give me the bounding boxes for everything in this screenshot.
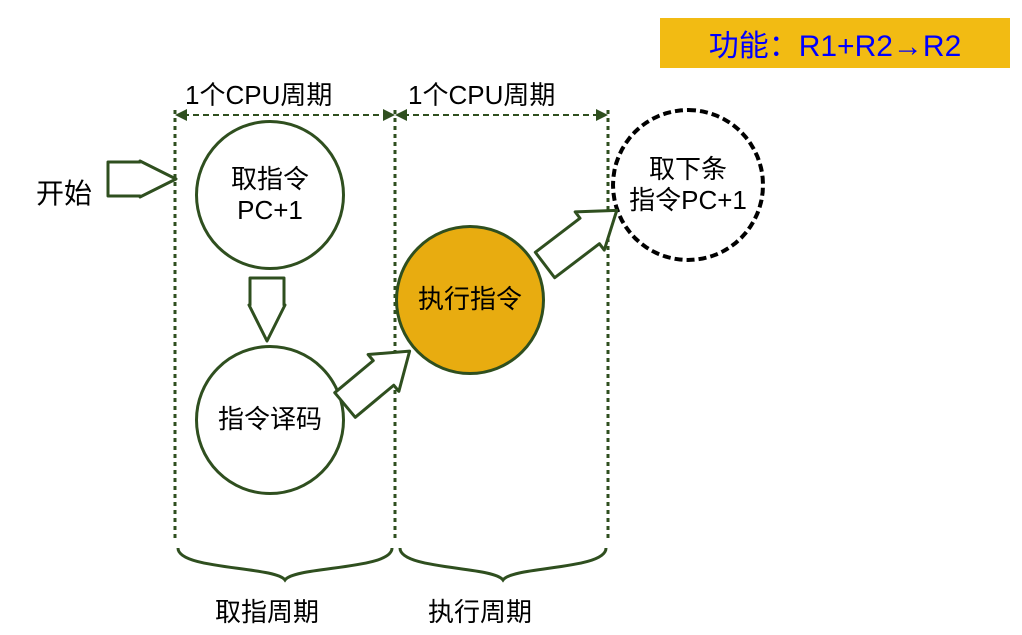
node-exec: 执行指令 xyxy=(395,225,545,375)
top-label-left: 1个CPU周期 xyxy=(185,75,332,112)
node-decode-line1: 指令译码 xyxy=(218,404,322,435)
node-fetch-line2: PC+1 xyxy=(231,195,309,226)
function-banner-text: 功能：R1+R2→R2 xyxy=(709,21,962,65)
function-banner: 功能：R1+R2→R2 xyxy=(660,18,1010,68)
diagram-stage: 功能：R1+R2→R2 1个CPU周期 1个CPU周期 开始 取指令 PC+1 … xyxy=(0,0,1022,635)
node-fetch: 取指令 PC+1 xyxy=(195,120,345,270)
node-decode: 指令译码 xyxy=(195,345,345,495)
node-next: 取下条 指令PC+1 xyxy=(611,108,765,262)
top-label-right: 1个CPU周期 xyxy=(408,75,555,112)
node-next-line1: 取下条 xyxy=(629,154,747,185)
node-next-line2: 指令PC+1 xyxy=(629,185,747,216)
start-label: 开始 xyxy=(36,172,92,212)
bottom-label-exec: 执行周期 xyxy=(428,592,532,629)
node-exec-line1: 执行指令 xyxy=(418,284,522,315)
bottom-label-fetch: 取指周期 xyxy=(215,592,319,629)
node-fetch-line1: 取指令 xyxy=(231,164,309,195)
